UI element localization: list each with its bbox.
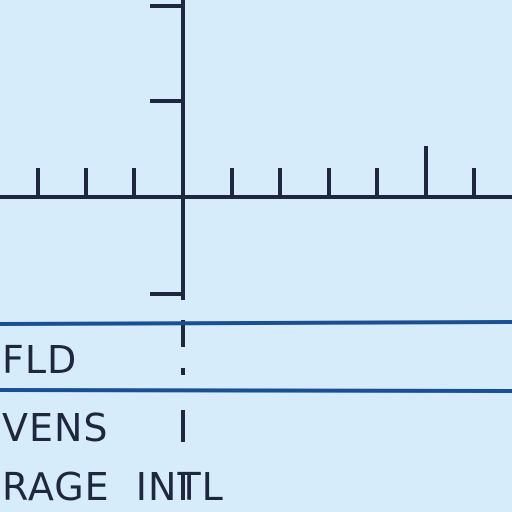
- label-fld: FLD: [2, 338, 78, 382]
- band-line-lower: [0, 388, 512, 393]
- label-vens: VENS: [2, 406, 109, 450]
- label-rage-intl: RAGE INTL: [2, 465, 224, 509]
- band-line-upper: [0, 320, 512, 326]
